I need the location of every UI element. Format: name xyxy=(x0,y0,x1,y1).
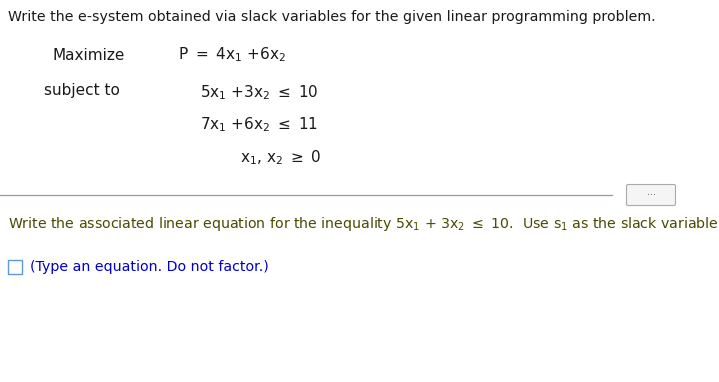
FancyBboxPatch shape xyxy=(8,260,22,274)
Text: 7x$_1$ $+$6x$_2$ $\leq$ 11: 7x$_1$ $+$6x$_2$ $\leq$ 11 xyxy=(200,115,319,134)
Text: ···: ··· xyxy=(646,190,656,200)
Text: 5x$_1$ $+$3x$_2$ $\leq$ 10: 5x$_1$ $+$3x$_2$ $\leq$ 10 xyxy=(200,83,319,102)
Text: Write the associated linear equation for the inequality 5x$_1$ $+$ 3x$_2$ $\leq$: Write the associated linear equation for… xyxy=(8,215,719,233)
FancyBboxPatch shape xyxy=(626,185,675,206)
Text: Maximize: Maximize xyxy=(52,48,124,63)
Text: Write the e-system obtained via slack variables for the given linear programming: Write the e-system obtained via slack va… xyxy=(8,10,656,24)
Text: P $=$ 4x$_1$ $+$6x$_2$: P $=$ 4x$_1$ $+$6x$_2$ xyxy=(178,45,286,64)
Text: (Type an equation. Do not factor.): (Type an equation. Do not factor.) xyxy=(30,260,269,274)
Text: subject to: subject to xyxy=(44,83,120,98)
Text: x$_1$, x$_2$ $\geq$ 0: x$_1$, x$_2$ $\geq$ 0 xyxy=(240,148,321,167)
